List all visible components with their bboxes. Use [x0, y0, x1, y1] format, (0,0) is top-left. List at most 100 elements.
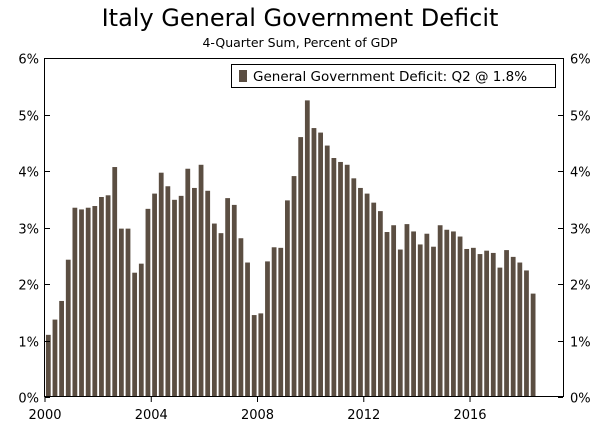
bar — [52, 319, 58, 397]
bar — [391, 225, 397, 397]
y-tick-label-right: 1% — [570, 336, 591, 351]
bar — [158, 172, 164, 397]
bar — [530, 293, 536, 397]
bar — [371, 202, 377, 397]
bar — [417, 244, 423, 397]
bar — [258, 313, 264, 397]
legend-swatch — [239, 70, 247, 82]
bar — [105, 195, 111, 397]
bar — [344, 164, 350, 397]
bar — [118, 228, 124, 397]
bar — [411, 231, 416, 397]
bar — [145, 208, 151, 397]
bar — [205, 190, 211, 397]
bar — [437, 225, 443, 397]
bar — [457, 236, 463, 397]
bar — [65, 259, 71, 397]
bar — [490, 252, 496, 397]
bar — [404, 224, 410, 397]
bar — [165, 186, 171, 397]
bar — [484, 250, 490, 397]
y-tick-label-left: 0% — [18, 392, 39, 407]
bar — [79, 209, 84, 397]
y-tick-label-left: 5% — [18, 110, 39, 125]
bar — [192, 187, 197, 397]
y-tick-label-left: 4% — [18, 166, 39, 181]
bar — [172, 199, 177, 397]
bar-series — [45, 100, 536, 398]
bar — [251, 315, 257, 397]
bar — [45, 334, 51, 397]
y-tick-label-right: 2% — [570, 279, 591, 294]
x-tick-label: 2008 — [241, 408, 274, 423]
bar — [211, 223, 217, 397]
bar — [444, 229, 450, 397]
bar — [510, 256, 516, 397]
x-tick-label: 2016 — [453, 408, 486, 423]
bar — [218, 233, 224, 397]
chart-title: Italy General Government Deficit — [101, 4, 499, 32]
bar — [497, 267, 503, 397]
y-tick-label-right: 3% — [570, 223, 591, 238]
bar — [324, 145, 330, 397]
bar — [92, 206, 98, 397]
bar — [318, 132, 323, 397]
bar — [451, 231, 456, 397]
bar — [265, 261, 270, 397]
y-tick-label-right: 5% — [570, 110, 591, 125]
bar — [477, 254, 483, 397]
legend-label: General Government Deficit: Q2 @ 1.8% — [253, 69, 527, 85]
bar — [59, 300, 64, 397]
bar — [271, 247, 277, 397]
bar — [291, 176, 297, 397]
y-tick-label-left: 6% — [18, 53, 39, 68]
y-tick-label-left: 1% — [18, 336, 39, 351]
y-axis: 0% 0% 1% 1% 2% 2% 3% 3% 4% 4% 5% 5% 6% 6% — [18, 53, 590, 407]
bar — [132, 272, 138, 397]
bar — [245, 262, 250, 397]
bar — [85, 207, 91, 397]
x-tick-label: 2012 — [347, 408, 380, 423]
bar — [225, 198, 231, 397]
bar — [517, 262, 523, 397]
bar — [431, 246, 436, 397]
bar — [331, 158, 337, 397]
bar — [99, 196, 104, 397]
bar — [138, 263, 144, 397]
bar — [185, 168, 191, 397]
bar — [524, 270, 529, 397]
y-tick-label-left: 3% — [18, 223, 39, 238]
y-tick-label-right: 6% — [570, 53, 591, 68]
bar — [125, 228, 131, 397]
bar — [351, 178, 357, 397]
bar — [504, 250, 509, 397]
bar — [464, 248, 470, 397]
bar — [298, 137, 304, 397]
bar — [424, 233, 430, 397]
bar — [358, 187, 363, 397]
plot-frame — [44, 58, 564, 397]
legend-box — [231, 64, 556, 88]
bar — [311, 128, 317, 397]
bar — [72, 207, 78, 397]
bar — [238, 238, 244, 397]
legend: General Government Deficit: Q2 @ 1.8% — [231, 64, 556, 88]
bar — [112, 167, 118, 397]
bar — [338, 161, 343, 397]
bar — [285, 200, 290, 397]
bar — [278, 247, 284, 397]
x-tick-label: 2000 — [28, 408, 61, 423]
x-tick-label: 2004 — [135, 408, 168, 423]
bar — [152, 193, 157, 397]
bar — [364, 193, 370, 397]
bar — [231, 204, 237, 397]
bar — [384, 232, 390, 397]
bar — [397, 249, 403, 397]
y-tick-label-right: 4% — [570, 166, 591, 181]
y-tick-label-left: 2% — [18, 279, 39, 294]
chart-subtitle: 4-Quarter Sum, Percent of GDP — [202, 35, 398, 50]
y-tick-label-right: 0% — [570, 392, 591, 407]
bar — [470, 247, 476, 397]
x-axis: 2000 2004 2008 2012 2016 — [28, 397, 487, 423]
